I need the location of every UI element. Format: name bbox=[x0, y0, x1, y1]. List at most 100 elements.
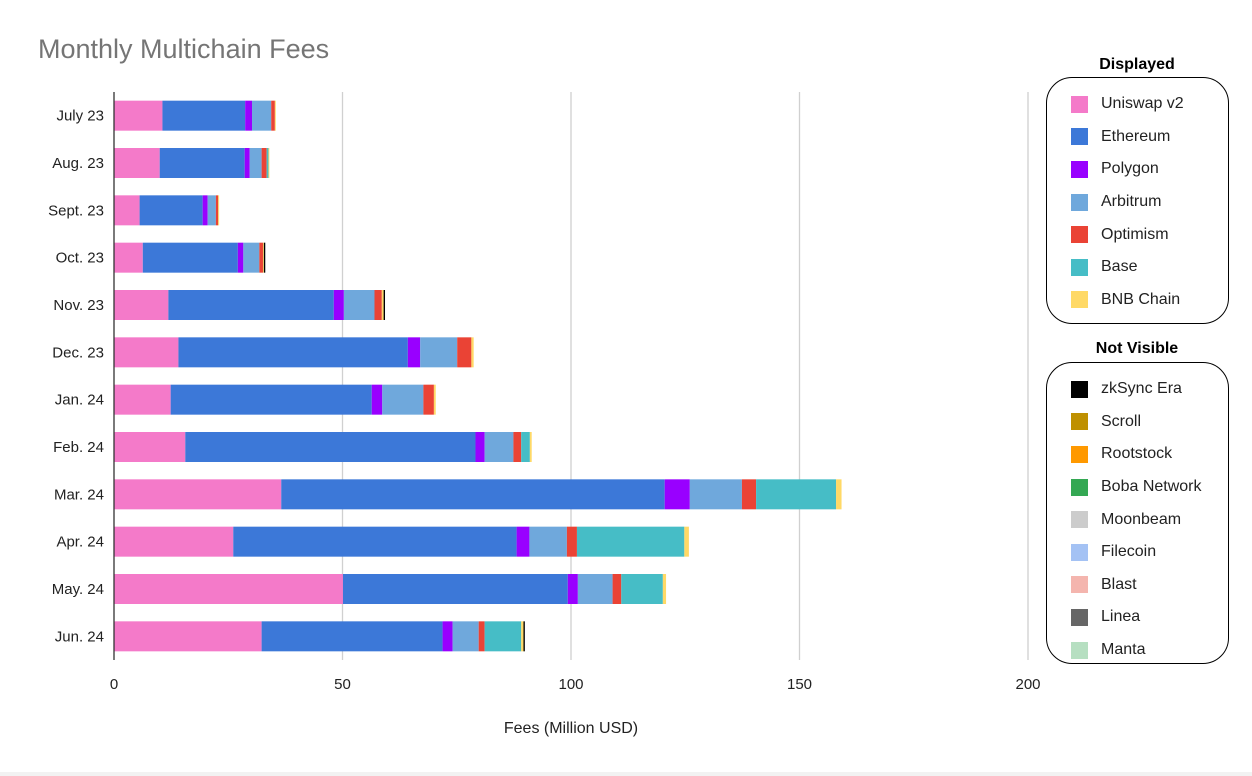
legend-label: Scroll bbox=[1101, 412, 1142, 430]
legend-label: Boba Network bbox=[1101, 478, 1202, 496]
bar-segment bbox=[516, 526, 530, 557]
bar-segment bbox=[245, 100, 253, 131]
bar-segment bbox=[457, 337, 472, 368]
bar-segment bbox=[262, 242, 264, 273]
bar-segment bbox=[142, 242, 238, 273]
bar-segment bbox=[252, 100, 272, 131]
bar-segment bbox=[261, 621, 443, 652]
bar-segment bbox=[836, 479, 842, 510]
x-tick-label: 150 bbox=[787, 676, 812, 693]
legend-swatch bbox=[1071, 543, 1088, 561]
x-tick-label: 200 bbox=[1015, 676, 1040, 693]
bar-segment bbox=[333, 290, 344, 320]
legend-swatch bbox=[1071, 511, 1088, 529]
bar-segment bbox=[114, 195, 140, 226]
bar-segment bbox=[381, 290, 384, 320]
bar-segment bbox=[523, 621, 525, 652]
legend-swatch bbox=[1071, 608, 1088, 626]
legend-label: BNB Chain bbox=[1101, 290, 1181, 308]
bar-segment bbox=[513, 432, 522, 462]
bar-segment bbox=[114, 337, 179, 368]
legend-displayed-heading: Displayed bbox=[1099, 56, 1175, 73]
bar-segment bbox=[521, 432, 530, 462]
legend-label: Arbitrum bbox=[1101, 193, 1162, 211]
bar-segment bbox=[244, 148, 250, 178]
category-label: July 23 bbox=[56, 108, 104, 125]
bar-segment bbox=[207, 195, 216, 226]
bar-segment bbox=[114, 432, 186, 462]
bar-segment bbox=[471, 337, 474, 368]
bar-segment bbox=[621, 574, 663, 604]
bar-segment bbox=[475, 432, 485, 462]
bar-segment bbox=[259, 242, 263, 273]
legend-swatch bbox=[1071, 641, 1088, 659]
legend-label: Polygon bbox=[1101, 160, 1159, 178]
bar-segment bbox=[529, 432, 532, 462]
bar-segment bbox=[114, 574, 343, 604]
legend-item: Arbitrum bbox=[1071, 186, 1228, 219]
legend-item: Uniswap v2 bbox=[1071, 88, 1228, 121]
bar-segment bbox=[281, 479, 665, 510]
legend-swatch bbox=[1071, 445, 1088, 463]
legend-item: Blast bbox=[1071, 569, 1228, 602]
x-tick-label: 50 bbox=[334, 676, 351, 693]
bar-segment bbox=[162, 100, 246, 131]
legend-swatch bbox=[1071, 128, 1088, 146]
bar-segment bbox=[268, 148, 270, 178]
category-label: May. 24 bbox=[52, 581, 104, 598]
bar-segment bbox=[741, 479, 757, 510]
bar-segment bbox=[261, 148, 267, 178]
category-label: Mar. 24 bbox=[54, 486, 104, 503]
bar-segment bbox=[243, 242, 260, 273]
bar-segment bbox=[484, 621, 522, 652]
bar-segment bbox=[342, 574, 568, 604]
legend-swatch bbox=[1071, 95, 1088, 113]
category-label: Feb. 24 bbox=[53, 439, 104, 456]
legend-item: Rootstock bbox=[1071, 438, 1228, 471]
bar-segment bbox=[684, 526, 689, 557]
category-label: Jan. 24 bbox=[55, 392, 104, 409]
bar-segment bbox=[233, 526, 517, 557]
bar-segment bbox=[114, 100, 163, 131]
category-label: Oct. 23 bbox=[56, 250, 104, 267]
bar-segment bbox=[521, 621, 524, 652]
bar-segment bbox=[114, 290, 169, 320]
legend-item: BNB Chain bbox=[1071, 284, 1228, 317]
bar-segment bbox=[170, 384, 372, 415]
bar-segment bbox=[423, 384, 434, 415]
bar-segment bbox=[114, 242, 143, 273]
bar-segment bbox=[756, 479, 837, 510]
bar-segment bbox=[452, 621, 479, 652]
bar-segment bbox=[662, 574, 667, 604]
bar-segment bbox=[371, 384, 383, 415]
bar-segment bbox=[577, 574, 613, 604]
bar-segment bbox=[178, 337, 408, 368]
legend-label: Optimism bbox=[1101, 225, 1169, 243]
bar-segment bbox=[484, 432, 514, 462]
bar-segment bbox=[114, 621, 262, 652]
legend-item: Base bbox=[1071, 251, 1228, 284]
legend-swatch bbox=[1071, 193, 1088, 211]
legend-swatch bbox=[1071, 258, 1088, 276]
bar-segment bbox=[159, 148, 245, 178]
bar-segment bbox=[382, 384, 424, 415]
legend-item: zkSync Era bbox=[1071, 373, 1228, 406]
gridlines bbox=[341, 92, 1029, 660]
bar-segment bbox=[114, 148, 160, 178]
bar-segment bbox=[420, 337, 458, 368]
bar-segment bbox=[343, 290, 375, 320]
legend-swatch bbox=[1071, 413, 1088, 431]
category-label: Aug. 23 bbox=[52, 155, 104, 172]
bar-segment bbox=[266, 148, 269, 178]
legend-label: Uniswap v2 bbox=[1101, 95, 1184, 113]
category-label: Sept. 23 bbox=[48, 202, 104, 219]
bar-segment bbox=[114, 384, 171, 415]
legend-swatch bbox=[1071, 478, 1088, 496]
legend-label: Filecoin bbox=[1101, 543, 1157, 561]
bar-segment bbox=[274, 100, 276, 131]
bar-segment bbox=[237, 242, 244, 273]
x-tick-label: 0 bbox=[110, 676, 118, 693]
legend-item: Optimism bbox=[1071, 218, 1228, 251]
bar-segment bbox=[185, 432, 476, 462]
bar-segment bbox=[478, 621, 485, 652]
